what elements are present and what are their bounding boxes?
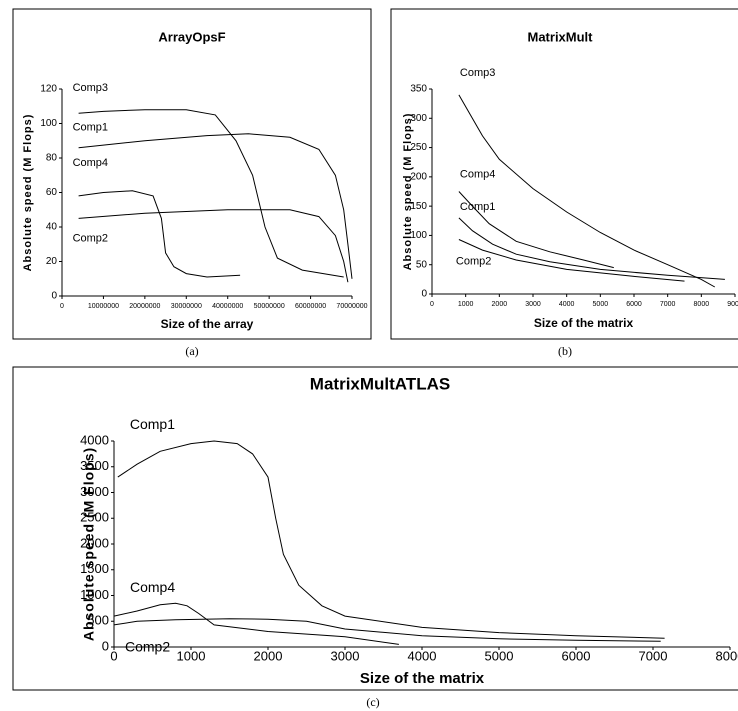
x-tick-label: 70000000 [336,303,367,310]
series-label: Comp1 [460,201,495,213]
y-tick-label: 4000 [80,432,109,447]
y-tick-label: 100 [40,118,57,129]
y-tick-label: 350 [410,84,427,95]
panel-frame [12,8,372,340]
series-label: Comp1 [73,122,108,134]
x-tick-label: 50000000 [254,303,285,310]
y-tick-label: 1000 [80,587,109,602]
y-tick-label: 2000 [80,535,109,550]
x-tick-label: 7000 [660,301,676,308]
x-axis-label: Size of the matrix [360,670,485,687]
y-tick-label: 0 [421,289,427,300]
y-tick-label: 3000 [80,484,109,499]
series-label: Comp2 [125,639,170,655]
y-tick-label: 20 [46,256,58,267]
y-tick-label: 40 [46,222,58,233]
series-line [458,217,725,280]
x-tick-label: 40000000 [212,303,243,310]
x-tick-label: 0 [110,648,117,663]
series-label: Comp2 [73,232,108,244]
x-tick-label: 6000 [562,648,591,663]
y-tick-label: 0 [102,638,109,653]
chart-title: MatrixMult [528,29,594,44]
x-tick-label: 2000 [254,648,283,663]
series-line [78,133,353,279]
y-axis-label: Absolute speed (M Flops) [22,114,34,272]
y-tick-label: 100 [410,230,427,241]
x-tick-label: 1000 [177,648,206,663]
x-tick-label: 5000 [485,648,514,663]
y-tick-label: 3500 [80,458,109,473]
y-tick-label: 60 [46,187,58,198]
series-line [78,209,349,283]
y-tick-label: 120 [40,84,57,95]
x-axis-label: Size of the array [161,317,254,331]
series-line [78,109,344,278]
x-tick-label: 8000 [716,648,738,663]
series-label: Comp4 [73,157,108,169]
y-tick-label: 150 [410,201,427,212]
x-tick-label: 4000 [408,648,437,663]
x-tick-label: 6000 [626,301,642,308]
series-label: Comp3 [73,82,108,94]
y-tick-label: 500 [87,613,109,628]
y-axis-label: Absolute speed (M Flops) [81,447,97,641]
y-tick-label: 0 [51,291,57,302]
y-tick-label: 2500 [80,510,109,525]
x-tick-label: 2000 [492,301,508,308]
caption: (c) [366,695,379,709]
series-label: Comp4 [130,579,175,595]
chart-title: ArrayOpsF [158,29,225,44]
y-tick-label: 50 [416,259,428,270]
x-tick-label: 1000 [458,301,474,308]
chart-title: MatrixMultATLAS [310,374,450,393]
panel-frame [12,366,738,691]
x-axis-label: Size of the matrix [534,316,634,330]
x-tick-label: 9000 [727,301,738,308]
x-tick-label: 3000 [525,301,541,308]
y-tick-label: 300 [410,113,427,124]
x-tick-label: 60000000 [295,303,326,310]
x-tick-label: 0 [430,301,434,308]
series-label: Comp4 [460,168,495,180]
series-label: Comp3 [460,67,495,79]
caption: (a) [185,344,198,358]
caption: (b) [558,344,572,358]
y-tick-label: 1500 [80,561,109,576]
y-tick-label: 200 [410,171,427,182]
x-tick-label: 10000000 [88,303,119,310]
series-label: Comp1 [130,416,175,432]
series-line [113,602,399,645]
x-tick-label: 20000000 [129,303,160,310]
x-tick-label: 5000 [593,301,609,308]
x-tick-label: 3000 [331,648,360,663]
series-label: Comp2 [456,255,491,267]
x-tick-label: 7000 [639,648,668,663]
x-tick-label: 8000 [694,301,710,308]
y-axis-label: Absolute speed (M Flops) [402,113,414,271]
panel-frame [390,8,738,340]
series-line [78,190,241,278]
x-tick-label: 4000 [559,301,575,308]
y-tick-label: 250 [410,142,427,153]
series-line [458,239,685,282]
series-line [113,618,661,642]
x-tick-label: 0 [60,303,64,310]
series-line [117,440,665,639]
series-line [458,94,716,288]
y-tick-label: 80 [46,153,58,164]
x-tick-label: 30000000 [171,303,202,310]
series-line [458,191,614,269]
